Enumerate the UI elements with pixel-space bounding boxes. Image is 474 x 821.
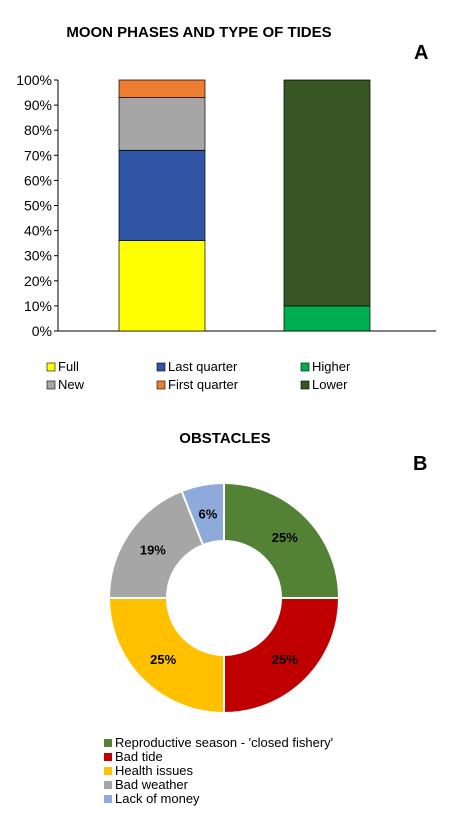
slice-value-label: 25% bbox=[272, 530, 298, 545]
legend-label: Lower bbox=[312, 377, 348, 392]
y-tick-label: 20% bbox=[24, 273, 52, 289]
legend-label: Lack of money bbox=[115, 791, 200, 806]
donut-slice bbox=[180, 481, 225, 547]
legend-label: First quarter bbox=[168, 377, 239, 392]
slice-value-label: 19% bbox=[140, 543, 166, 558]
bar-segment bbox=[118, 97, 206, 151]
legend-swatch bbox=[104, 795, 112, 803]
legend-swatch bbox=[300, 380, 310, 390]
legend-swatch bbox=[156, 362, 166, 372]
bar-legend: Full New Last quarter First quarter Higher Lo… bbox=[46, 359, 351, 392]
bar-segment bbox=[118, 240, 206, 332]
legend-swatch bbox=[46, 380, 56, 390]
y-tick-label: 30% bbox=[24, 248, 52, 264]
legend-swatch bbox=[104, 753, 112, 761]
donut-chart: 25% 25% 25% 19% 6% bbox=[107, 481, 341, 715]
legend-label: Last quarter bbox=[168, 359, 238, 374]
panel-label-b: B bbox=[413, 453, 427, 475]
y-tick-label: 90% bbox=[24, 97, 52, 113]
y-ticks: 0% 10% 20% 30% 40% 50% 60% 70% 80% 90% 100% bbox=[16, 72, 58, 339]
legend-swatch bbox=[156, 380, 166, 390]
legend-label: Reproductive season - 'closed fishery' bbox=[115, 735, 333, 750]
slice-value-label: 25% bbox=[150, 652, 176, 667]
y-tick-label: 60% bbox=[24, 172, 52, 188]
y-tick-label: 100% bbox=[16, 72, 52, 88]
legend-swatch bbox=[300, 362, 310, 372]
bar-chart-panel: MOON PHASES AND TYPE OF TIDES A 0% 10% 20%… bbox=[16, 24, 436, 392]
slice-value-label: 6% bbox=[198, 507, 217, 522]
donut-slice bbox=[107, 489, 205, 599]
legend-label: Higher bbox=[312, 359, 351, 374]
legend-label: Bad tide bbox=[115, 749, 163, 764]
y-tick-label: 80% bbox=[24, 122, 52, 138]
y-tick-label: 0% bbox=[32, 323, 52, 339]
legend-swatch bbox=[104, 767, 112, 775]
bar-segment bbox=[283, 305, 371, 332]
donut-slice bbox=[223, 597, 341, 715]
y-tick-label: 50% bbox=[24, 198, 52, 214]
bar-segment bbox=[283, 79, 371, 307]
bar-segment bbox=[118, 149, 206, 241]
legend-swatch bbox=[104, 781, 112, 789]
slice-value-label: 25% bbox=[272, 652, 298, 667]
bar-segment bbox=[118, 79, 206, 98]
donut-slice bbox=[223, 481, 341, 599]
donut-legend: Reproductive season - 'closed fishery'Ba… bbox=[104, 735, 333, 806]
donut-chart-title: OBSTACLES bbox=[179, 430, 270, 447]
y-tick-label: 40% bbox=[24, 223, 52, 239]
y-tick-label: 70% bbox=[24, 147, 52, 163]
legend-label: Bad weather bbox=[115, 777, 189, 792]
y-tick-label: 10% bbox=[24, 298, 52, 314]
panel-label-a: A bbox=[414, 42, 428, 64]
legend-label: New bbox=[58, 377, 85, 392]
legend-swatch bbox=[104, 739, 112, 747]
donut-slice bbox=[107, 597, 225, 715]
stacked-bars bbox=[118, 79, 371, 332]
donut-chart-panel: OBSTACLES B 25% 25% 25% 19% 6% Reproductive … bbox=[104, 430, 427, 806]
legend-swatch bbox=[46, 362, 56, 372]
bar-chart-title: MOON PHASES AND TYPE OF TIDES bbox=[66, 24, 331, 41]
legend-label: Full bbox=[58, 359, 79, 374]
legend-label: Health issues bbox=[115, 763, 194, 778]
